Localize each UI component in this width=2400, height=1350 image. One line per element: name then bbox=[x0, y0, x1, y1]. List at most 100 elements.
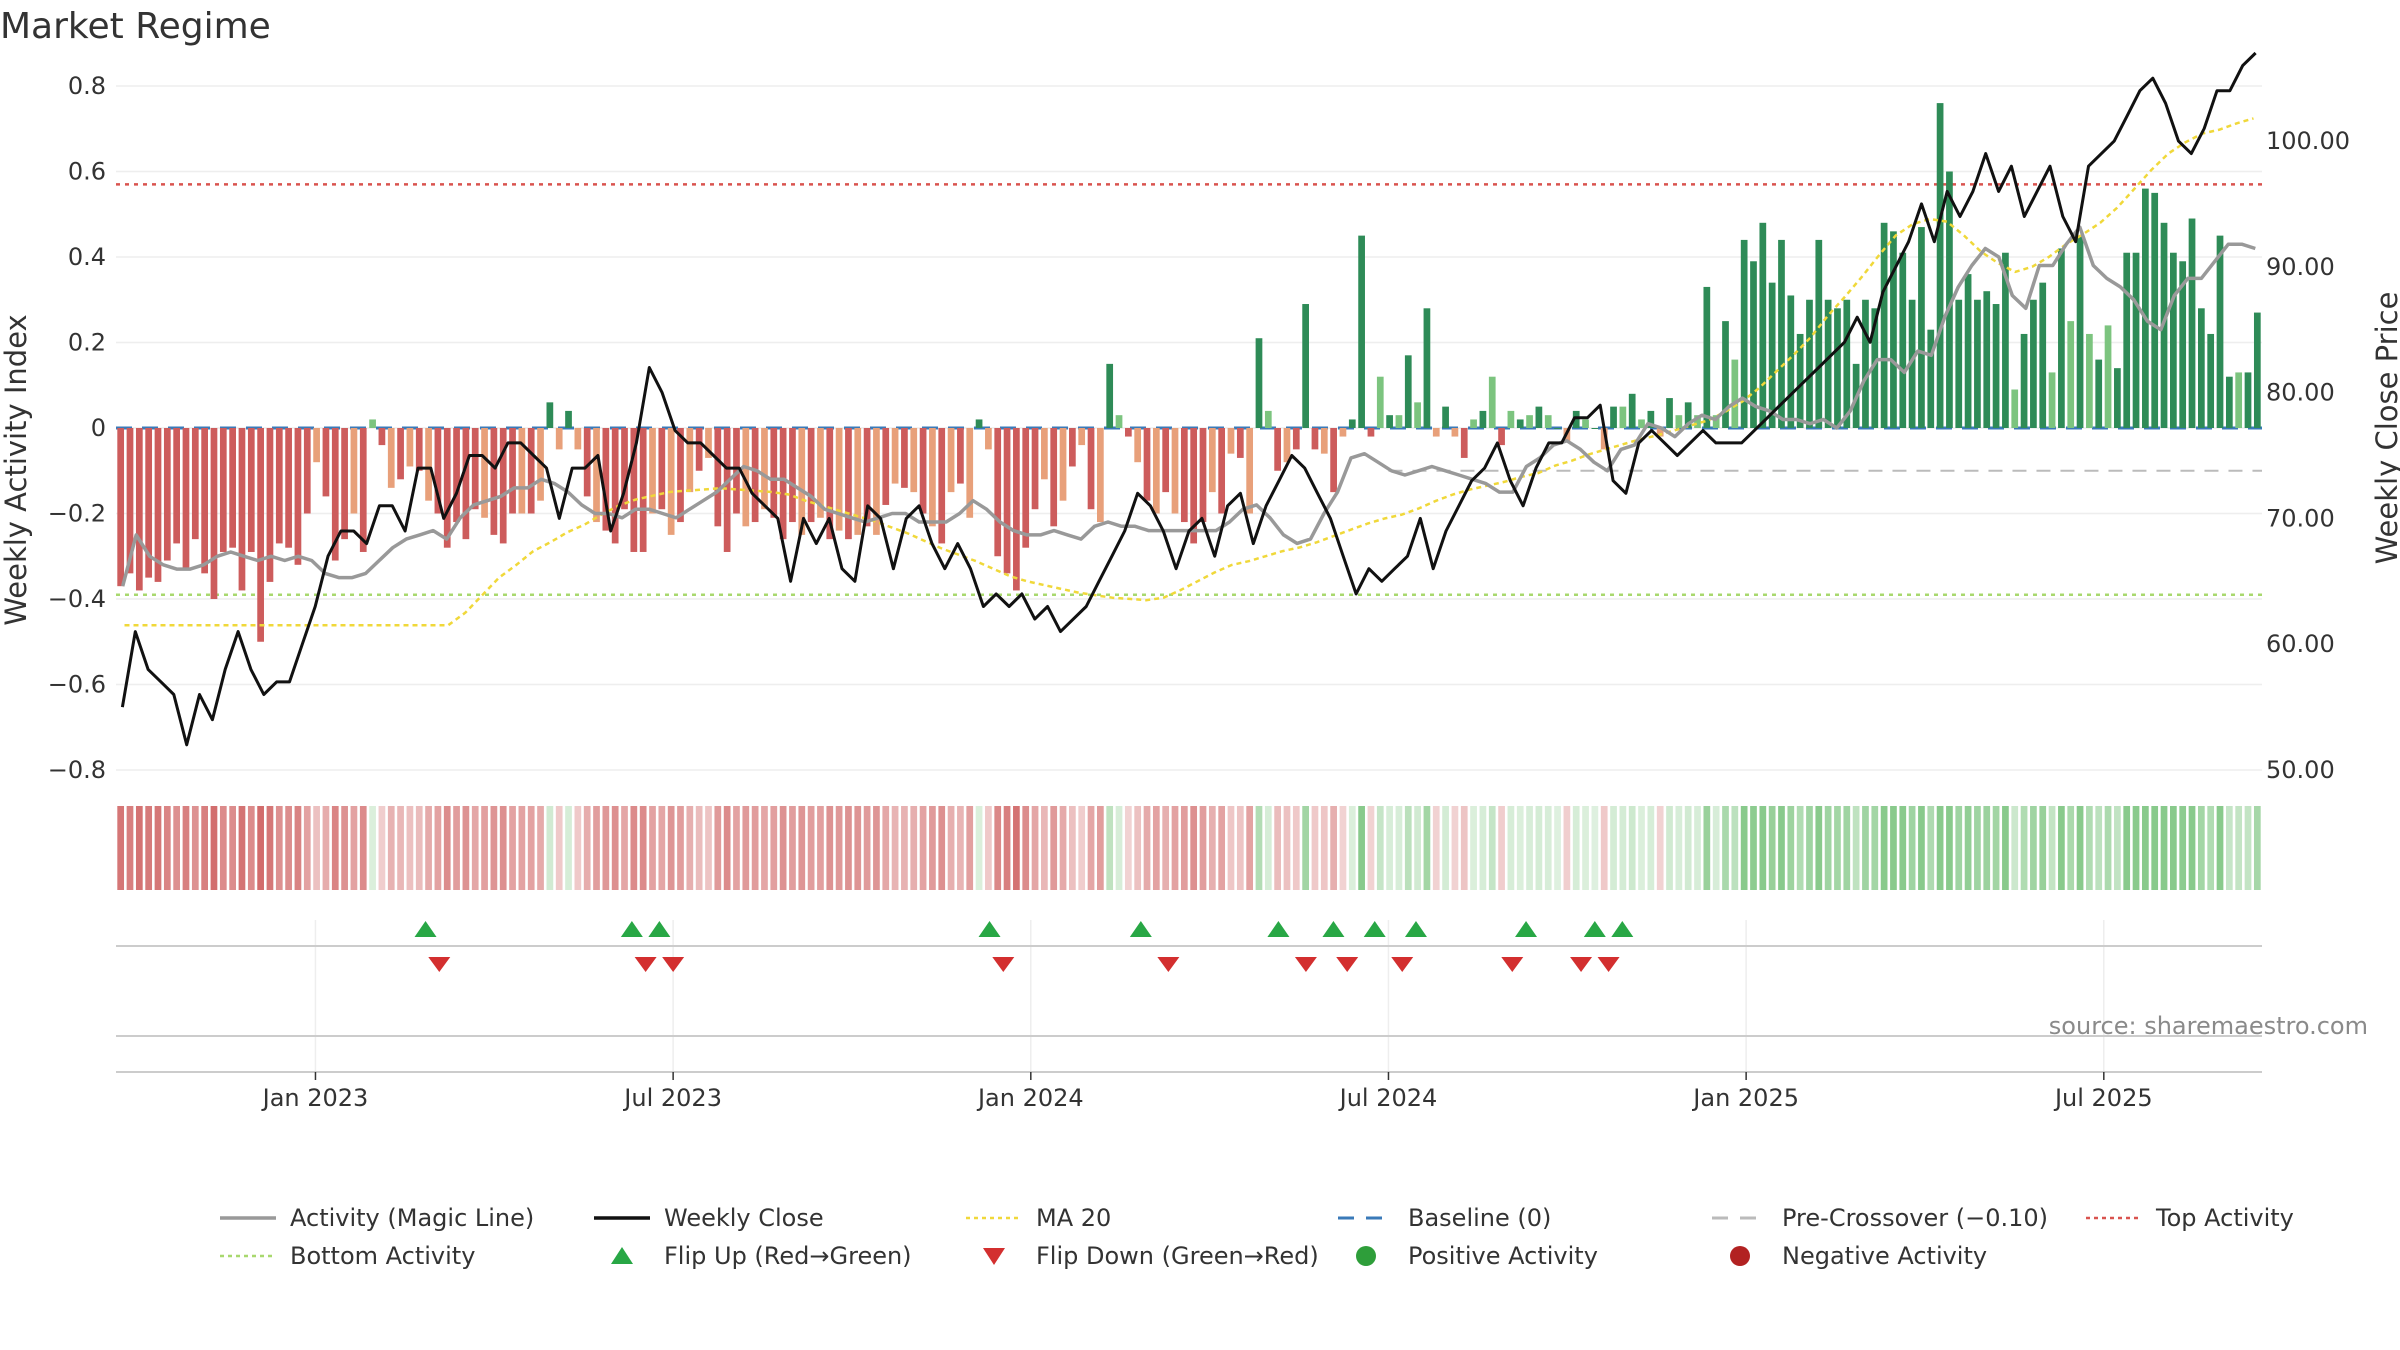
left-tick-label: 0.8 bbox=[68, 72, 106, 100]
strip-cell bbox=[1162, 806, 1170, 890]
chart-title: Market Regime bbox=[0, 6, 271, 47]
activity-bar bbox=[994, 428, 1002, 557]
strip-cell bbox=[835, 806, 843, 890]
right-tick-label: 70.00 bbox=[2266, 504, 2335, 532]
strip-cell bbox=[2002, 806, 2009, 890]
activity-bar bbox=[1899, 252, 1907, 428]
strip-cell bbox=[705, 806, 712, 890]
strip-cell bbox=[565, 806, 572, 890]
activity-bar bbox=[499, 428, 507, 544]
activity-bar bbox=[2123, 252, 2131, 428]
activity-bar bbox=[1507, 410, 1515, 428]
left-y-axis: −0.8 −0.6 −0.4 −0.2 0 0.2 0.4 0.6 0.8 bbox=[48, 72, 106, 784]
activity-bar bbox=[826, 428, 834, 540]
strip-cell bbox=[975, 806, 983, 890]
strip-cell bbox=[789, 806, 796, 890]
activity-bar bbox=[1031, 428, 1039, 510]
strip-cell bbox=[1899, 806, 1907, 890]
activity-bar bbox=[1451, 428, 1459, 437]
activity-bar bbox=[1479, 410, 1487, 428]
activity-bar bbox=[117, 428, 125, 587]
strip-cell bbox=[1246, 806, 1254, 890]
activity-bar bbox=[2244, 372, 2252, 428]
strip-cell bbox=[1703, 806, 1711, 890]
activity-bar bbox=[2197, 308, 2205, 428]
flip-up-marker bbox=[1611, 921, 1634, 937]
strip-cell bbox=[639, 806, 647, 890]
strip-cell bbox=[1311, 806, 1319, 890]
activity-bar bbox=[406, 428, 414, 467]
strip-cell bbox=[425, 806, 432, 890]
strip-cell bbox=[462, 806, 470, 890]
activity-bar bbox=[957, 428, 964, 484]
activity-bar bbox=[2225, 376, 2233, 428]
strip-cell bbox=[1041, 806, 1048, 890]
activity-bar bbox=[1190, 428, 1198, 544]
activity-bar bbox=[1778, 239, 1785, 428]
strip-cell bbox=[2235, 806, 2243, 890]
strip-cell bbox=[145, 806, 153, 890]
activity-bar bbox=[593, 428, 600, 523]
strip-cell bbox=[518, 806, 526, 890]
activity-bar bbox=[2020, 333, 2028, 428]
legend-label: Negative Activity bbox=[1782, 1242, 1987, 1270]
strip-cell bbox=[247, 806, 255, 890]
activity-bar bbox=[770, 428, 778, 518]
activity-bar bbox=[1330, 428, 1337, 493]
activity-bar bbox=[1834, 308, 1841, 428]
strip-cell bbox=[957, 806, 964, 890]
strip-cell bbox=[2020, 806, 2028, 890]
source-label: source: sharemaestro.com bbox=[2049, 1012, 2368, 1040]
strip-cell bbox=[1190, 806, 1198, 890]
strip-cell bbox=[1050, 806, 1058, 890]
activity-bar bbox=[322, 428, 330, 497]
strip-cell bbox=[901, 806, 908, 890]
activity-bar bbox=[350, 428, 358, 514]
strip-cell bbox=[761, 806, 768, 890]
strip-cell bbox=[1367, 806, 1375, 890]
activity-bar bbox=[1666, 398, 1673, 428]
strip-cell bbox=[154, 806, 162, 890]
strip-cell bbox=[1171, 806, 1179, 890]
activity-bar bbox=[947, 428, 955, 493]
strip-cell bbox=[994, 806, 1002, 890]
strip-cell bbox=[770, 806, 778, 890]
strip-cell bbox=[1208, 806, 1216, 890]
strip-cell bbox=[1395, 806, 1403, 890]
strip-cell bbox=[229, 806, 236, 890]
strip-cell bbox=[1927, 806, 1935, 890]
flip-down-icon bbox=[983, 1248, 1005, 1265]
strip-cell bbox=[1451, 806, 1459, 890]
activity-bar bbox=[630, 428, 638, 552]
activity-bar bbox=[275, 428, 283, 544]
activity-bar bbox=[873, 428, 880, 535]
legend-label: Positive Activity bbox=[1408, 1242, 1598, 1270]
strip-cell bbox=[117, 806, 125, 890]
strip-cell bbox=[1675, 806, 1683, 890]
strip-cell bbox=[1787, 806, 1795, 890]
flip-down-marker bbox=[992, 957, 1015, 972]
strip-cell bbox=[350, 806, 358, 890]
strip-cell bbox=[2058, 806, 2065, 890]
flip-up-marker bbox=[648, 921, 671, 937]
strip-cell bbox=[173, 806, 181, 890]
legend-label: Bottom Activity bbox=[290, 1242, 475, 1270]
strip-cell bbox=[555, 806, 563, 890]
activity-bar bbox=[1199, 428, 1207, 523]
activity-bars bbox=[117, 103, 2261, 642]
activity-bar bbox=[247, 428, 255, 552]
activity-bar bbox=[1591, 428, 1599, 429]
x-tick-label: Jul 2023 bbox=[622, 1084, 722, 1112]
activity-bar bbox=[863, 428, 871, 527]
activity-bar bbox=[518, 428, 526, 514]
strip-cell bbox=[1460, 806, 1468, 890]
activity-bar bbox=[1880, 222, 1888, 428]
strip-cell bbox=[947, 806, 955, 890]
strip-cell bbox=[163, 806, 171, 890]
activity-bar bbox=[303, 428, 311, 514]
strip-cell bbox=[2095, 806, 2103, 890]
strip-cell bbox=[1236, 806, 1244, 890]
activity-bar bbox=[1806, 299, 1813, 428]
strip-cell bbox=[621, 806, 628, 890]
strip-cell bbox=[1516, 806, 1524, 890]
